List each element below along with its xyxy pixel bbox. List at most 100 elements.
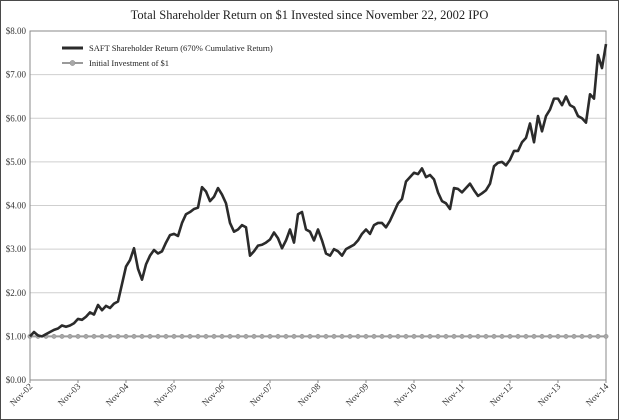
series-marker-initial-investment — [459, 333, 465, 339]
series-marker-initial-investment — [83, 333, 89, 339]
x-tick-label: Nov-03 — [56, 381, 83, 408]
series-marker-initial-investment — [347, 333, 353, 339]
series-marker-initial-investment — [475, 333, 481, 339]
grid-lines — [29, 30, 607, 381]
series-marker-initial-investment — [587, 333, 593, 339]
series-marker-initial-investment — [419, 333, 425, 339]
series-marker-initial-investment — [411, 333, 417, 339]
series-marker-initial-investment — [355, 333, 361, 339]
y-tick-label: $0.00 — [6, 375, 27, 385]
x-tick-label: Nov-13 — [536, 381, 563, 408]
series-marker-initial-investment — [379, 333, 385, 339]
legend: SAFT Shareholder Return (670% Cumulative… — [62, 43, 273, 68]
x-tick-label: Nov-02 — [8, 381, 35, 408]
series-marker-initial-investment — [451, 333, 457, 339]
y-tick-label: $4.00 — [6, 201, 27, 211]
series-marker-initial-investment — [315, 333, 321, 339]
series-marker-initial-investment — [283, 333, 289, 339]
y-tick-label: $3.00 — [6, 244, 27, 254]
series-marker-initial-investment — [491, 333, 497, 339]
series-marker-initial-investment — [139, 333, 145, 339]
y-tick-label: $5.00 — [6, 157, 27, 167]
x-tick-label: Nov-11 — [440, 381, 466, 407]
legend-label-initial-investment: Initial Investment of $1 — [89, 58, 169, 68]
series-marker-initial-investment — [371, 333, 377, 339]
series-marker-initial-investment — [75, 333, 81, 339]
series-marker-initial-investment — [51, 333, 57, 339]
x-tick-label: Nov-09 — [344, 381, 371, 408]
series-marker-initial-investment — [211, 333, 217, 339]
series-marker-initial-investment — [395, 333, 401, 339]
series-marker-initial-investment — [403, 333, 409, 339]
x-tick-label: Nov-07 — [248, 381, 275, 408]
series-marker-initial-investment — [387, 333, 393, 339]
x-axis-ticks: Nov-02 Nov-03 Nov-04 Nov-05 Nov-06 Nov-07 Nov-… — [8, 380, 611, 408]
series-marker-initial-investment — [235, 333, 241, 339]
series-marker-initial-investment — [339, 333, 345, 339]
series-marker-initial-investment — [323, 333, 329, 339]
series-marker-initial-investment — [155, 333, 161, 339]
series-marker-initial-investment — [547, 333, 553, 339]
series-marker-initial-investment — [275, 333, 281, 339]
series-marker-initial-investment — [467, 333, 473, 339]
legend-marker-initial-investment — [69, 60, 76, 66]
x-tick-label: Nov-05 — [152, 381, 179, 408]
chart-title: Total Shareholder Return on $1 Invested … — [130, 8, 489, 22]
x-tick-label: Nov-12 — [488, 381, 515, 408]
series-marker-initial-investment — [603, 333, 609, 339]
series-marker-initial-investment — [531, 333, 537, 339]
series-marker-initial-investment — [483, 333, 489, 339]
series-marker-initial-investment — [539, 333, 545, 339]
series-marker-initial-investment — [115, 333, 121, 339]
series-marker-initial-investment — [563, 333, 569, 339]
y-axis-ticks: $0.00 $1.00 $2.00 $3.00 $4.00 $5.00 $6.00 $7.00… — [6, 26, 27, 385]
series-marker-initial-investment — [499, 333, 505, 339]
series-marker-initial-investment — [123, 333, 129, 339]
series-marker-initial-investment — [251, 333, 257, 339]
series-marker-initial-investment — [291, 333, 297, 339]
series-marker-initial-investment — [435, 333, 441, 339]
series-marker-initial-investment — [203, 333, 209, 339]
series-marker-initial-investment — [363, 333, 369, 339]
series-marker-initial-investment — [299, 333, 305, 339]
series-marker-initial-investment — [107, 333, 113, 339]
series-layer — [27, 43, 609, 339]
series-marker-initial-investment — [307, 333, 313, 339]
series-marker-initial-investment — [179, 333, 185, 339]
series-marker-initial-investment — [571, 333, 577, 339]
x-tick-label: Nov-10 — [392, 381, 419, 408]
series-marker-initial-investment — [267, 333, 273, 339]
series-marker-initial-investment — [219, 333, 225, 339]
series-line-saft-return — [29, 43, 608, 338]
series-marker-initial-investment — [443, 333, 449, 339]
x-tick-label: Nov-04 — [104, 381, 131, 408]
y-tick-label: $7.00 — [6, 70, 27, 80]
y-tick-label: $6.00 — [6, 113, 27, 123]
series-marker-initial-investment — [227, 333, 233, 339]
y-tick-label: $8.00 — [6, 26, 27, 36]
x-tick-label: Nov-06 — [200, 381, 227, 408]
series-marker-initial-investment — [195, 333, 201, 339]
series-marker-initial-investment — [163, 333, 169, 339]
series-marker-initial-investment — [427, 333, 433, 339]
legend-label-saft-return: SAFT Shareholder Return (670% Cumulative… — [89, 43, 273, 53]
series-marker-initial-investment — [99, 333, 105, 339]
series-marker-initial-investment — [243, 333, 249, 339]
series-marker-initial-investment — [579, 333, 585, 339]
series-marker-initial-investment — [131, 333, 137, 339]
x-tick-label: Nov-08 — [296, 381, 323, 408]
series-marker-initial-investment — [67, 333, 73, 339]
series-marker-initial-investment — [555, 333, 561, 339]
series-marker-initial-investment — [523, 333, 529, 339]
series-marker-initial-investment — [59, 333, 65, 339]
series-marker-initial-investment — [595, 333, 601, 339]
series-marker-initial-investment — [187, 333, 193, 339]
series-marker-initial-investment — [515, 333, 521, 339]
series-marker-initial-investment — [331, 333, 337, 339]
x-tick-label: Nov-14 — [584, 381, 611, 408]
series-marker-initial-investment — [507, 333, 513, 339]
series-marker-initial-investment — [91, 333, 97, 339]
y-tick-label: $2.00 — [6, 288, 27, 298]
